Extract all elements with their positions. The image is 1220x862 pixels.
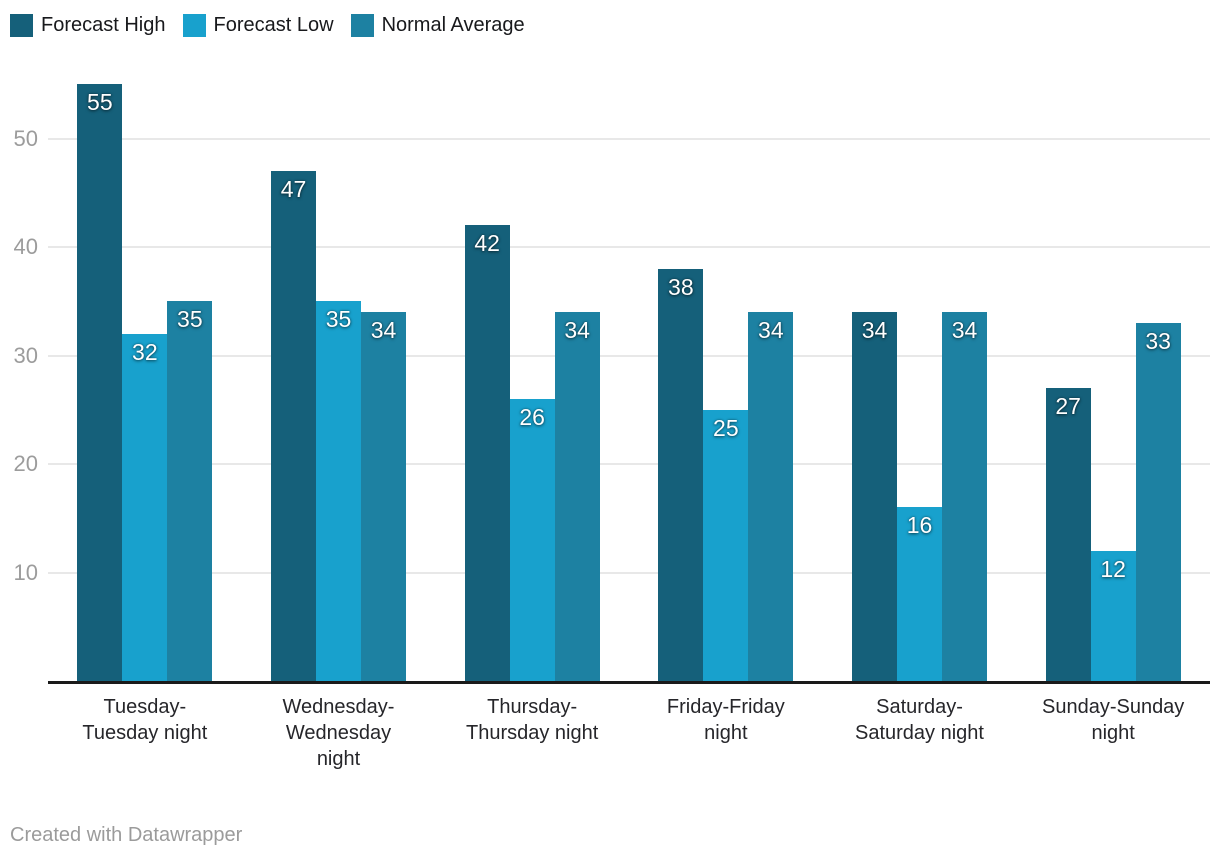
bar-value-label: 38 bbox=[668, 273, 694, 300]
bar-forecast-high-wednesday-wednesday-night: 47 bbox=[271, 171, 316, 681]
gridline-y-10 bbox=[48, 571, 1210, 574]
legend-item-label: Normal Average bbox=[381, 14, 525, 36]
x-axis-category-label-line: night bbox=[316, 748, 361, 770]
y-axis-tick-label: 30 bbox=[13, 342, 38, 368]
bar-value-label: 12 bbox=[1100, 555, 1126, 582]
bar-value-label: 26 bbox=[519, 403, 545, 430]
bar-value-label: 25 bbox=[713, 414, 739, 441]
x-axis-category-label-line: Wednesday bbox=[285, 722, 392, 744]
x-axis-category-label: Friday-Friday night bbox=[626, 694, 826, 746]
bar-normal-average-saturday-saturday-night: 34 bbox=[942, 312, 987, 681]
bar-value-label: 35 bbox=[325, 306, 352, 333]
bar-value-label: 35 bbox=[177, 306, 203, 333]
legend-item-label: Forecast High bbox=[41, 14, 166, 36]
bar-value-label: 34 bbox=[758, 317, 784, 344]
bar-forecast-low-tuesday-tuesday-night: 32 bbox=[122, 333, 168, 681]
x-axis-category-label: Tuesday- Tuesday night bbox=[45, 694, 245, 746]
bar-forecast-low-saturday-saturday-night: 16 bbox=[897, 507, 942, 681]
x-axis-category-label-line: Saturday night bbox=[855, 722, 984, 744]
gridline-y-50 bbox=[48, 137, 1210, 140]
bar-value-label: 47 bbox=[280, 176, 307, 203]
legend-item-forecast-low: Forecast Low bbox=[182, 14, 334, 37]
bar-forecast-low-friday-friday-night: 25 bbox=[703, 409, 749, 681]
bar-forecast-high-thursday-thursday-night: 42 bbox=[464, 225, 510, 681]
x-axis-category-label-line: Sunday-Sunday bbox=[1041, 696, 1185, 718]
legend-swatch-icon bbox=[350, 14, 374, 37]
bar-normal-average-sunday-sunday-night: 33 bbox=[1135, 322, 1181, 681]
x-axis-category-label-line: Tuesday night bbox=[82, 722, 208, 744]
bar-value-label: 34 bbox=[861, 317, 888, 344]
bar-forecast-low-thursday-thursday-night: 26 bbox=[509, 398, 555, 681]
x-axis-category-label-line: Friday-Friday bbox=[666, 696, 785, 718]
x-axis-line bbox=[48, 681, 1210, 684]
gridline-y-30 bbox=[48, 354, 1210, 357]
y-axis-tick-label: 40 bbox=[13, 234, 38, 259]
bar-normal-average-wednesday-wednesday-night: 34 bbox=[361, 312, 406, 681]
x-axis-category-label: Wednesday- Wednesday night bbox=[239, 694, 439, 772]
x-axis-category-label: Thursday- Thursday night bbox=[432, 694, 632, 746]
x-axis-category-label: Saturday- Saturday night bbox=[820, 694, 1020, 746]
legend: Forecast High Forecast Low Normal Average bbox=[10, 14, 525, 37]
bar-normal-average-thursday-thursday-night: 34 bbox=[554, 312, 600, 681]
bar-forecast-low-wednesday-wednesday-night: 35 bbox=[316, 301, 361, 681]
bar-value-label: 34 bbox=[564, 317, 590, 344]
bar-forecast-high-tuesday-tuesday-night: 55 bbox=[77, 84, 123, 681]
bar-value-label: 33 bbox=[1145, 327, 1171, 354]
legend-item-normal-average: Normal Average bbox=[350, 14, 525, 37]
x-axis-category-label: Sunday-Sunday night bbox=[1013, 694, 1213, 746]
x-axis-category-label-line: night bbox=[1091, 722, 1135, 744]
bar-forecast-low-sunday-sunday-night: 12 bbox=[1090, 550, 1136, 681]
bar-value-label: 32 bbox=[132, 338, 158, 365]
bar-value-label: 55 bbox=[87, 89, 113, 116]
bar-normal-average-friday-friday-night: 34 bbox=[748, 312, 794, 681]
bar-value-label: 42 bbox=[474, 230, 500, 257]
attribution: Created with Datawrapper bbox=[10, 824, 243, 846]
x-axis-category-label-line: Saturday- bbox=[876, 696, 963, 718]
bar-value-label: 16 bbox=[906, 512, 933, 539]
legend-swatch-icon bbox=[10, 14, 33, 37]
y-axis-tick-label: 20 bbox=[13, 451, 38, 476]
x-axis-category-label-line: Thursday night bbox=[466, 722, 599, 744]
x-axis-category-label-line: Wednesday- bbox=[282, 696, 395, 718]
bar-normal-average-tuesday-tuesday-night: 35 bbox=[167, 301, 213, 681]
bar-forecast-high-sunday-sunday-night: 27 bbox=[1045, 388, 1091, 681]
bar-forecast-high-saturday-saturday-night: 34 bbox=[852, 312, 897, 681]
bar-forecast-high-friday-friday-night: 38 bbox=[658, 268, 704, 681]
y-axis-tick-label: 50 bbox=[13, 125, 38, 151]
x-axis-category-label-line: Thursday- bbox=[487, 696, 578, 718]
bar-value-label: 34 bbox=[951, 317, 978, 344]
x-axis-category-label-line: night bbox=[704, 722, 748, 744]
bar-value-label: 34 bbox=[370, 317, 397, 344]
x-axis-category-label-line: Tuesday- bbox=[103, 696, 187, 718]
legend-item-label: Forecast Low bbox=[213, 14, 334, 36]
gridline-y-40 bbox=[48, 246, 1210, 248]
gridline-y-20 bbox=[48, 463, 1210, 465]
bar-value-label: 27 bbox=[1055, 393, 1081, 420]
legend-item-forecast-high: Forecast High bbox=[10, 14, 166, 37]
y-axis-tick-label: 10 bbox=[13, 559, 38, 585]
legend-swatch-icon bbox=[182, 14, 206, 37]
